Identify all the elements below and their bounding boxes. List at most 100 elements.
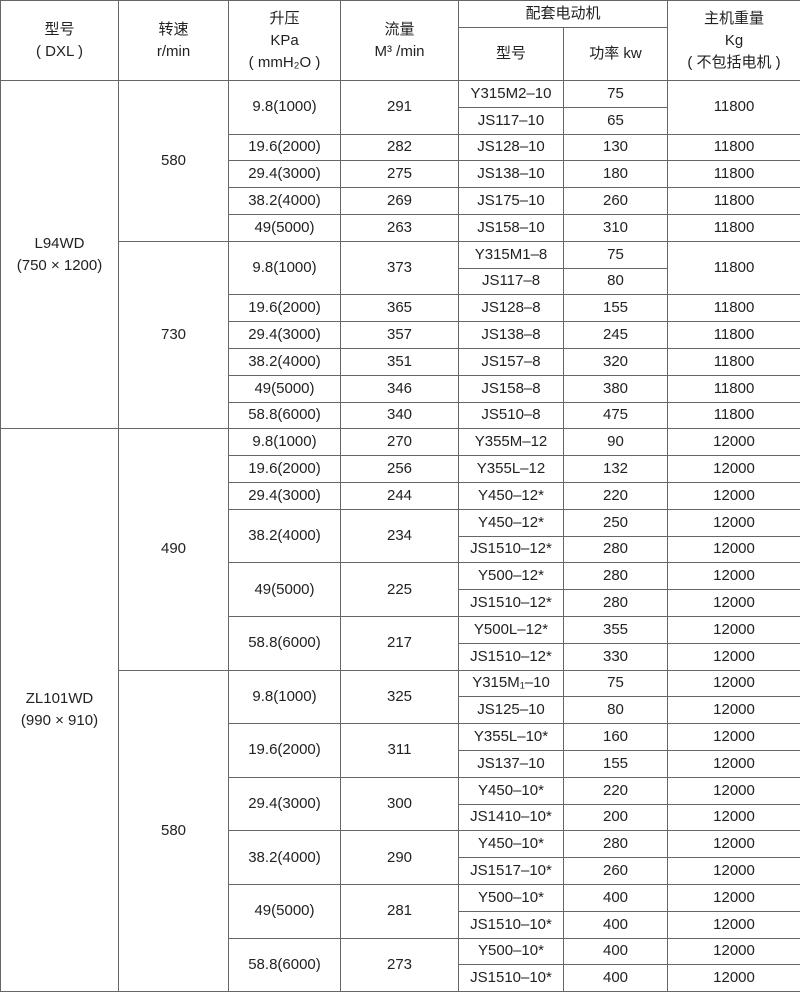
header-motor-model: 型号 — [459, 28, 564, 81]
motor-model-cell: JS1410–10* — [459, 804, 564, 831]
motor-model-cell: Y355M–12 — [459, 429, 564, 456]
model-cell-line: (990 × 910) — [1, 710, 118, 732]
motor-power-cell: 220 — [564, 482, 668, 509]
pressure-cell: 19.6(2000) — [229, 724, 341, 778]
weight-cell: 11800 — [668, 348, 800, 375]
motor-power-cell: 320 — [564, 348, 668, 375]
motor-power-cell: 400 — [564, 938, 668, 965]
motor-model-cell: Y355L–10* — [459, 724, 564, 751]
weight-cell: 11800 — [668, 295, 800, 322]
pressure-cell: 38.2(4000) — [229, 188, 341, 215]
weight-cell: 12000 — [668, 831, 800, 858]
weight-cell: 12000 — [668, 456, 800, 483]
pressure-cell: 9.8(1000) — [229, 241, 341, 295]
weight-cell: 12000 — [668, 563, 800, 590]
motor-power-cell: 180 — [564, 161, 668, 188]
flow-cell: 244 — [341, 482, 459, 509]
motor-model-cell: JS158–10 — [459, 214, 564, 241]
motor-power-cell: 155 — [564, 295, 668, 322]
weight-cell: 11800 — [668, 375, 800, 402]
pressure-cell: 58.8(6000) — [229, 938, 341, 992]
motor-model-cell: Y450–12* — [459, 482, 564, 509]
speed-cell: 490 — [119, 429, 229, 670]
pressure-cell: 49(5000) — [229, 884, 341, 938]
motor-power-cell: 75 — [564, 670, 668, 697]
header-model: 型号( DXL ) — [1, 1, 119, 81]
motor-model-cell: Y500L–12* — [459, 616, 564, 643]
pressure-cell: 19.6(2000) — [229, 134, 341, 161]
motor-power-cell: 65 — [564, 107, 668, 134]
flow-cell: 270 — [341, 429, 459, 456]
model-cell: ZL101WD(990 × 910) — [1, 429, 119, 992]
speed-cell: 580 — [119, 670, 229, 992]
motor-power-cell: 400 — [564, 965, 668, 992]
motor-model-cell: JS128–8 — [459, 295, 564, 322]
flow-cell: 346 — [341, 375, 459, 402]
weight-cell: 11800 — [668, 402, 800, 429]
model-cell-line: L94WD — [1, 233, 118, 255]
weight-cell: 12000 — [668, 858, 800, 885]
motor-model-cell: JS125–10 — [459, 697, 564, 724]
motor-model-cell: JS1510–12* — [459, 536, 564, 563]
flow-cell: 282 — [341, 134, 459, 161]
weight-cell: 12000 — [668, 509, 800, 536]
weight-cell: 12000 — [668, 536, 800, 563]
motor-model-cell: Y500–10* — [459, 938, 564, 965]
weight-cell: 12000 — [668, 616, 800, 643]
motor-power-cell: 355 — [564, 616, 668, 643]
weight-cell: 11800 — [668, 241, 800, 295]
motor-power-cell: 200 — [564, 804, 668, 831]
weight-cell: 11800 — [668, 81, 800, 135]
flow-cell: 300 — [341, 777, 459, 831]
motor-power-cell: 245 — [564, 322, 668, 349]
weight-cell: 12000 — [668, 777, 800, 804]
flow-cell: 325 — [341, 670, 459, 724]
motor-model-cell: Y450–10* — [459, 831, 564, 858]
flow-cell: 311 — [341, 724, 459, 778]
motor-model-cell: JS1517–10* — [459, 858, 564, 885]
weight-cell: 12000 — [668, 911, 800, 938]
motor-power-cell: 400 — [564, 911, 668, 938]
weight-cell: 12000 — [668, 482, 800, 509]
pressure-cell: 58.8(6000) — [229, 402, 341, 429]
flow-cell: 275 — [341, 161, 459, 188]
weight-cell: 12000 — [668, 429, 800, 456]
motor-model-cell: JS138–8 — [459, 322, 564, 349]
motor-power-cell: 250 — [564, 509, 668, 536]
motor-power-cell: 155 — [564, 750, 668, 777]
pressure-cell: 9.8(1000) — [229, 429, 341, 456]
motor-power-cell: 130 — [564, 134, 668, 161]
model-cell-line: (750 × 1200) — [1, 255, 118, 277]
weight-cell: 12000 — [668, 697, 800, 724]
motor-model-cell: JS1510–10* — [459, 911, 564, 938]
pressure-cell: 49(5000) — [229, 375, 341, 402]
header-motor-power: 功率 kw — [564, 28, 668, 81]
flow-cell: 234 — [341, 509, 459, 563]
motor-power-cell: 380 — [564, 375, 668, 402]
flow-cell: 225 — [341, 563, 459, 617]
model-cell-line: ZL101WD — [1, 688, 118, 710]
flow-cell: 290 — [341, 831, 459, 885]
motor-model-cell: JS157–8 — [459, 348, 564, 375]
flow-cell: 217 — [341, 616, 459, 670]
motor-model-cell: JS137–10 — [459, 750, 564, 777]
weight-cell: 12000 — [668, 750, 800, 777]
motor-model-cell: JS138–10 — [459, 161, 564, 188]
motor-model-cell: JS117–10 — [459, 107, 564, 134]
pressure-cell: 38.2(4000) — [229, 348, 341, 375]
pressure-cell: 29.4(3000) — [229, 777, 341, 831]
weight-cell: 11800 — [668, 322, 800, 349]
flow-cell: 365 — [341, 295, 459, 322]
weight-cell: 11800 — [668, 214, 800, 241]
motor-power-cell: 132 — [564, 456, 668, 483]
motor-model-cell: Y450–12* — [459, 509, 564, 536]
flow-cell: 340 — [341, 402, 459, 429]
motor-model-cell: Y500–10* — [459, 884, 564, 911]
weight-cell: 12000 — [668, 965, 800, 992]
pressure-cell: 29.4(3000) — [229, 161, 341, 188]
flow-cell: 291 — [341, 81, 459, 135]
pressure-cell: 19.6(2000) — [229, 456, 341, 483]
